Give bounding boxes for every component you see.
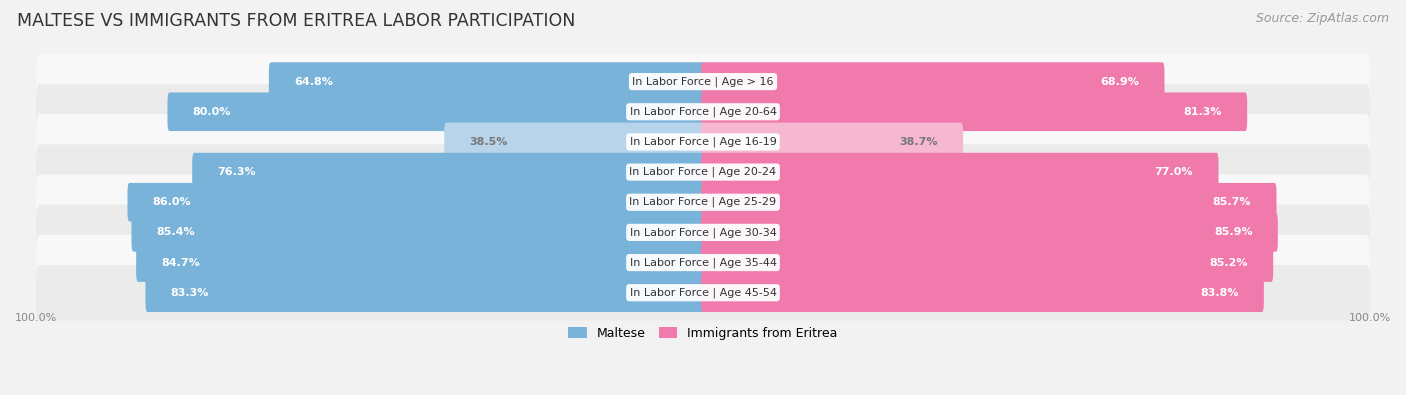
Text: 64.8%: 64.8%: [294, 77, 333, 87]
FancyBboxPatch shape: [132, 213, 704, 252]
Text: In Labor Force | Age 35-44: In Labor Force | Age 35-44: [630, 257, 776, 268]
Text: 86.0%: 86.0%: [153, 197, 191, 207]
Text: 84.7%: 84.7%: [162, 258, 200, 267]
FancyBboxPatch shape: [37, 144, 1369, 200]
Text: 81.3%: 81.3%: [1184, 107, 1222, 117]
FancyBboxPatch shape: [702, 273, 1264, 312]
Text: In Labor Force | Age 16-19: In Labor Force | Age 16-19: [630, 137, 776, 147]
FancyBboxPatch shape: [702, 92, 1247, 131]
FancyBboxPatch shape: [37, 175, 1369, 230]
Text: 85.4%: 85.4%: [157, 228, 195, 237]
FancyBboxPatch shape: [702, 213, 1278, 252]
Text: In Labor Force | Age 25-29: In Labor Force | Age 25-29: [630, 197, 776, 207]
Text: 83.3%: 83.3%: [172, 288, 209, 298]
FancyBboxPatch shape: [702, 243, 1274, 282]
Text: 76.3%: 76.3%: [218, 167, 256, 177]
Text: 77.0%: 77.0%: [1154, 167, 1194, 177]
Text: 85.9%: 85.9%: [1213, 228, 1253, 237]
Text: 38.5%: 38.5%: [470, 137, 508, 147]
Legend: Maltese, Immigrants from Eritrea: Maltese, Immigrants from Eritrea: [564, 322, 842, 345]
Text: 38.7%: 38.7%: [900, 137, 938, 147]
Text: 83.8%: 83.8%: [1199, 288, 1239, 298]
FancyBboxPatch shape: [269, 62, 704, 101]
Text: In Labor Force | Age 30-34: In Labor Force | Age 30-34: [630, 227, 776, 238]
FancyBboxPatch shape: [37, 265, 1369, 320]
FancyBboxPatch shape: [37, 235, 1369, 290]
FancyBboxPatch shape: [193, 153, 704, 192]
Text: 85.7%: 85.7%: [1212, 197, 1251, 207]
Text: 85.2%: 85.2%: [1209, 258, 1249, 267]
FancyBboxPatch shape: [37, 205, 1369, 260]
Text: 80.0%: 80.0%: [193, 107, 231, 117]
FancyBboxPatch shape: [136, 243, 704, 282]
Text: MALTESE VS IMMIGRANTS FROM ERITREA LABOR PARTICIPATION: MALTESE VS IMMIGRANTS FROM ERITREA LABOR…: [17, 12, 575, 30]
FancyBboxPatch shape: [145, 273, 704, 312]
Text: Source: ZipAtlas.com: Source: ZipAtlas.com: [1256, 12, 1389, 25]
FancyBboxPatch shape: [37, 84, 1369, 139]
Text: In Labor Force | Age 45-54: In Labor Force | Age 45-54: [630, 288, 776, 298]
FancyBboxPatch shape: [37, 54, 1369, 109]
Text: In Labor Force | Age 20-64: In Labor Force | Age 20-64: [630, 107, 776, 117]
Text: In Labor Force | Age > 16: In Labor Force | Age > 16: [633, 76, 773, 87]
FancyBboxPatch shape: [128, 183, 704, 222]
FancyBboxPatch shape: [37, 114, 1369, 170]
Text: 68.9%: 68.9%: [1101, 77, 1139, 87]
FancyBboxPatch shape: [702, 122, 963, 161]
FancyBboxPatch shape: [167, 92, 704, 131]
FancyBboxPatch shape: [702, 62, 1164, 101]
FancyBboxPatch shape: [444, 122, 704, 161]
FancyBboxPatch shape: [702, 153, 1219, 192]
Text: In Labor Force | Age 20-24: In Labor Force | Age 20-24: [630, 167, 776, 177]
FancyBboxPatch shape: [702, 183, 1277, 222]
